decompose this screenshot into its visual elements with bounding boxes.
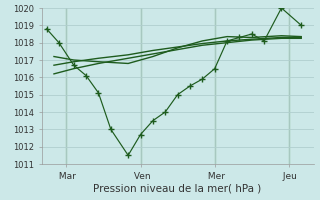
X-axis label: Pression niveau de la mer( hPa ): Pression niveau de la mer( hPa ) (93, 183, 262, 193)
